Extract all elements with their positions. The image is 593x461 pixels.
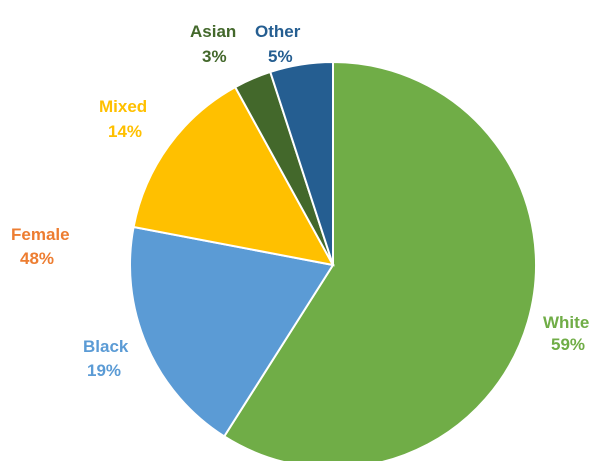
pie-slice-black xyxy=(129,225,335,438)
label-female-name: Female xyxy=(11,225,70,244)
pie-slice-white xyxy=(222,60,537,461)
label-white-name: White xyxy=(543,313,589,332)
pie-slice-mixed xyxy=(132,85,335,267)
label-mixed-name: Mixed xyxy=(99,97,147,116)
label-white-percent: 59% xyxy=(551,335,585,354)
label-female-percent: 48% xyxy=(20,249,54,268)
pie-slices xyxy=(129,60,537,461)
label-black-percent: 19% xyxy=(87,361,121,380)
label-mixed-percent: 14% xyxy=(108,122,142,141)
pie-slice-other xyxy=(269,60,334,266)
label-other-name: Other xyxy=(255,22,301,41)
label-asian-percent: 3% xyxy=(202,47,227,66)
label-asian-name: Asian xyxy=(190,22,236,41)
label-other-percent: 5% xyxy=(268,47,293,66)
label-black-name: Black xyxy=(83,337,129,356)
